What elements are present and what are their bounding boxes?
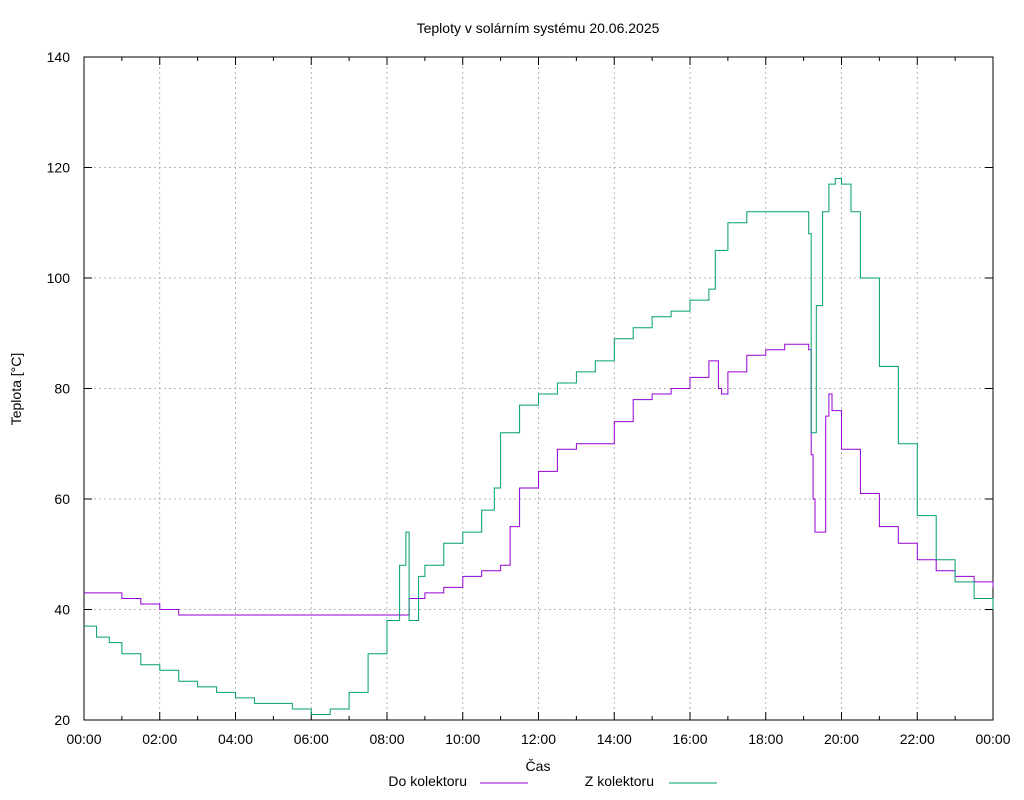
x-tick-label: 18:00: [748, 731, 783, 747]
series-line-do-kolektoru: [84, 343, 994, 616]
x-axis-label: Čas: [526, 758, 551, 774]
x-tick-label: 00:00: [975, 731, 1010, 747]
y-tick-label: 40: [54, 602, 70, 618]
chart-title: Teploty v solárním systému 20.06.2025: [417, 20, 660, 36]
x-tick-label: 00:00: [66, 731, 101, 747]
y-tick-label: 60: [54, 491, 70, 507]
x-tick-label: 02:00: [142, 731, 177, 747]
x-tick-label: 08:00: [369, 731, 404, 747]
plot-frame: [83, 56, 994, 721]
series-lines: [84, 178, 994, 715]
y-tick-label: 140: [47, 49, 71, 65]
y-tick-label: 120: [47, 160, 71, 176]
x-tick-label: 16:00: [672, 731, 707, 747]
y-tick-label: 80: [54, 381, 70, 397]
x-tick-label: 10:00: [445, 731, 480, 747]
legend-label-do-kolektoru: Do kolektoru: [388, 773, 467, 789]
axes: 20 40 60 80 100 120 140 00:00 02:00 04:00 06:00 08:…: [47, 49, 1011, 747]
x-tick-label: 14:00: [597, 731, 632, 747]
series-line-z-kolektoru: [84, 178, 994, 715]
legend-label-z-kolektoru: Z kolektoru: [585, 773, 654, 789]
grid: [84, 57, 993, 720]
legend: Do kolektoru Z kolektoru: [388, 773, 717, 789]
y-axis-label: Teplota [°C]: [8, 353, 24, 426]
x-tick-label: 20:00: [824, 731, 859, 747]
x-tick-label: 22:00: [900, 731, 935, 747]
x-tick-label: 04:00: [218, 731, 253, 747]
x-tick-label: 06:00: [294, 731, 329, 747]
y-tick-label: 20: [54, 712, 70, 728]
x-tick-label: 12:00: [521, 731, 556, 747]
y-tick-label: 100: [47, 270, 71, 286]
